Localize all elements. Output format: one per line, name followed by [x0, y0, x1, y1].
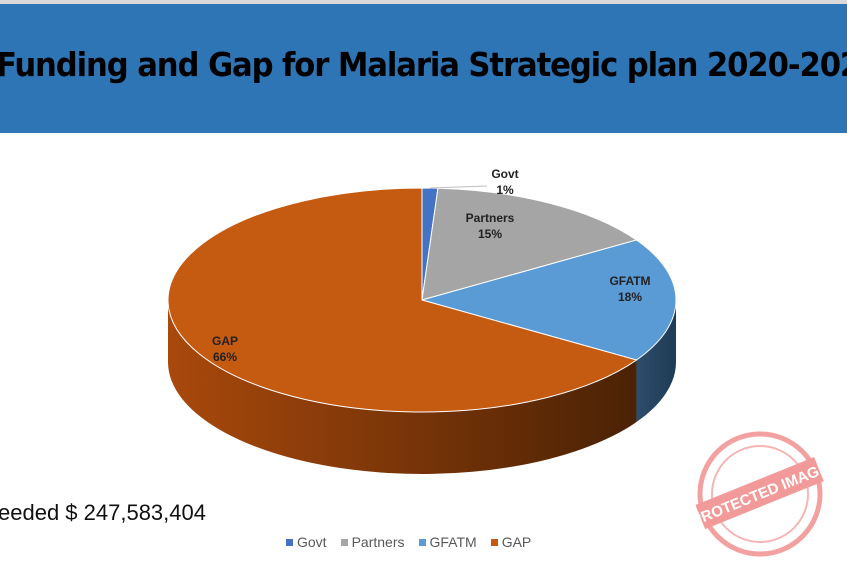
- legend-swatch: [490, 538, 498, 546]
- data-label-name-partners: Partners: [466, 211, 515, 225]
- data-label-value-partners: 15%: [478, 227, 502, 241]
- leader-line-govt: [429, 185, 488, 189]
- slice-side-gap: [168, 300, 637, 475]
- data-label-name-govt: Govt: [491, 167, 518, 181]
- page-title: Funding and Gap for Malaria Strategic pl…: [0, 45, 847, 84]
- data-label-value-govt: 1%: [496, 183, 514, 197]
- legend-item-gfatm: GFATM: [418, 534, 477, 550]
- legend-item-gap: GAP: [490, 534, 532, 550]
- legend-swatch: [286, 538, 293, 546]
- title-banner: [0, 4, 847, 133]
- slice-gfatm: [420, 239, 677, 361]
- data-label-name-gap: GAP: [212, 334, 238, 348]
- total-needed-text: eeded $ 247,583,404: [0, 500, 206, 525]
- legend-item-govt: Govt: [286, 534, 327, 550]
- slice-partners: [421, 187, 638, 301]
- legend-label: Govt: [297, 534, 327, 550]
- legend-swatch: [418, 538, 426, 546]
- data-label-name-gfatm: GFATM: [609, 274, 650, 288]
- data-label-value-gfatm: 18%: [618, 290, 642, 304]
- legend-label: Partners: [351, 534, 405, 550]
- protected-image-watermark: PROTECTED IMAGE: [694, 431, 826, 557]
- svg-text:PROTECTED IMAGE: PROTECTED IMAGE: [694, 459, 826, 529]
- legend-item-partners: Partners: [340, 534, 405, 550]
- data-label-value-gap: 66%: [213, 350, 237, 364]
- legend-swatch: [340, 538, 348, 546]
- legend: Govt Partners GFATM GAP: [286, 534, 531, 550]
- slice-side-gfatm: [636, 300, 676, 423]
- top-border: [0, 0, 847, 4]
- slice-gap: [167, 187, 638, 413]
- legend-label: GAP: [501, 534, 532, 550]
- legend-label: GFATM: [429, 534, 477, 550]
